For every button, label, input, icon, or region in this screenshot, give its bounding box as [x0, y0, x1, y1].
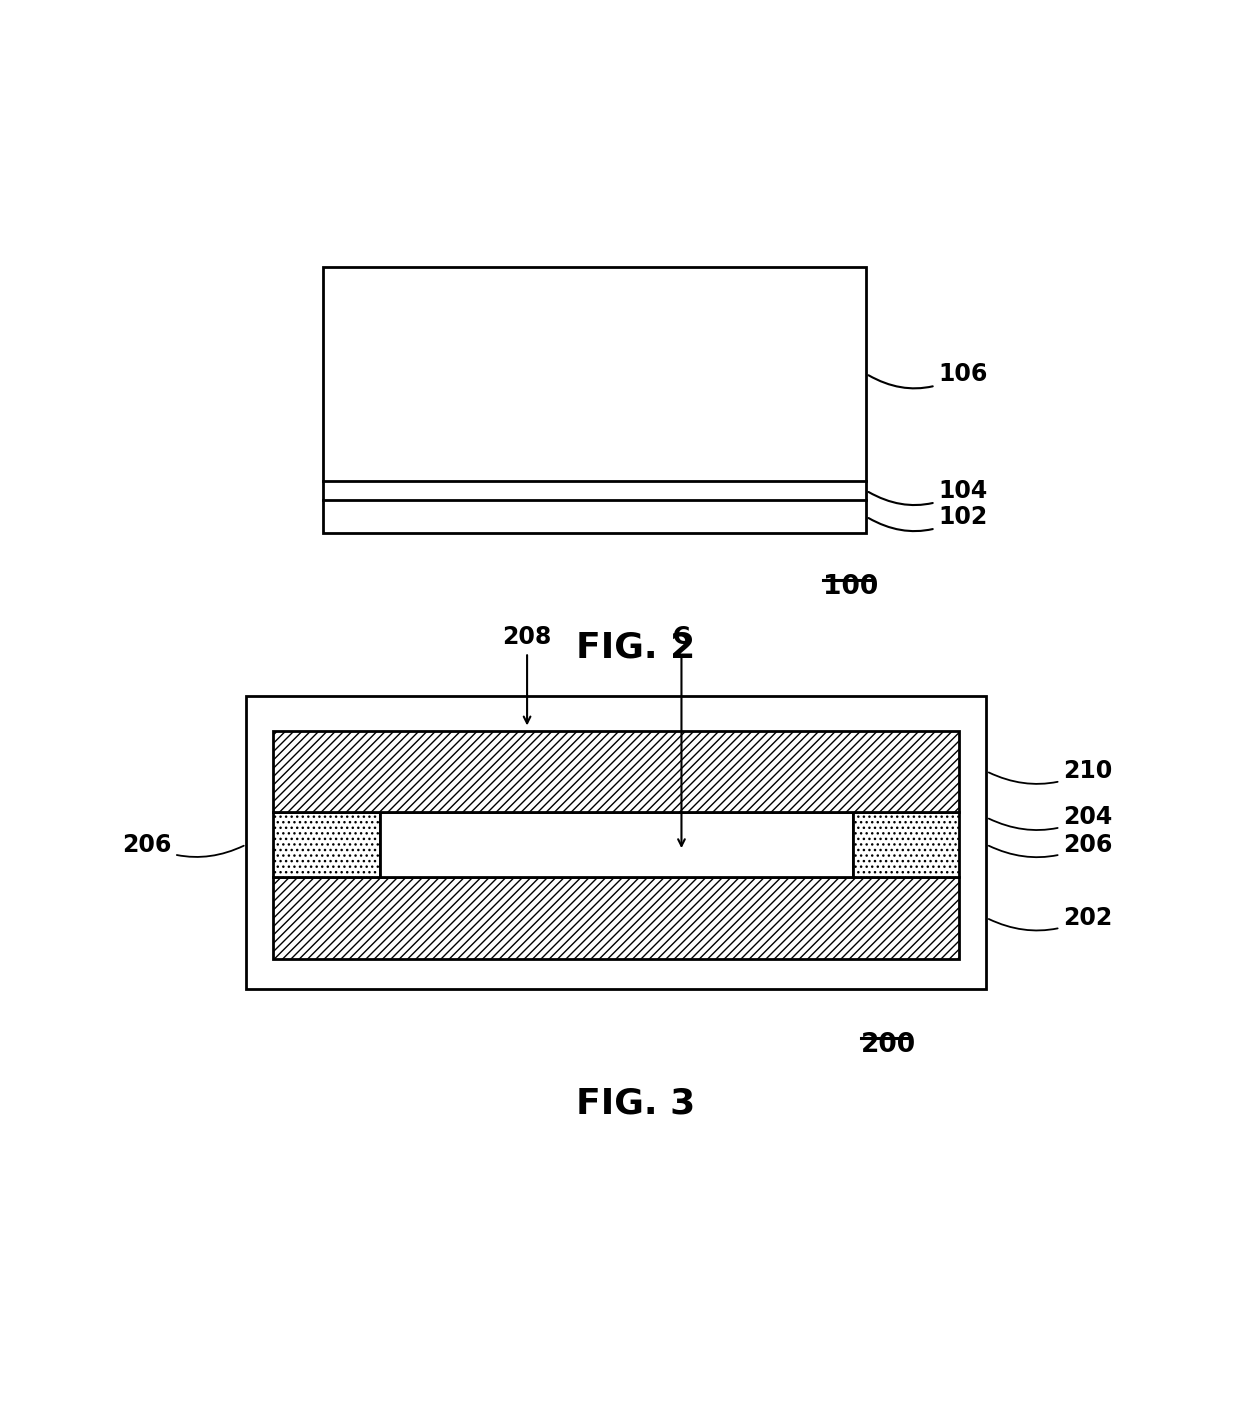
- Text: 102: 102: [868, 505, 987, 532]
- Bar: [379, 812, 853, 877]
- Bar: [324, 266, 866, 533]
- Bar: [247, 695, 986, 988]
- Text: FIG. 3: FIG. 3: [575, 1087, 696, 1121]
- Bar: [853, 812, 960, 877]
- Text: 206: 206: [122, 832, 244, 857]
- Bar: [273, 877, 960, 959]
- Text: C: C: [673, 625, 691, 649]
- Text: 210: 210: [988, 759, 1112, 784]
- Text: FIG. 2: FIG. 2: [575, 630, 696, 664]
- Text: 104: 104: [868, 478, 987, 505]
- Text: 206: 206: [988, 832, 1112, 857]
- Text: 200: 200: [862, 1032, 916, 1059]
- Text: 106: 106: [868, 362, 987, 388]
- Bar: [273, 812, 379, 877]
- Text: 208: 208: [502, 625, 552, 649]
- Bar: [273, 730, 960, 812]
- Text: 202: 202: [988, 905, 1112, 931]
- Text: 100: 100: [823, 574, 878, 601]
- Text: 204: 204: [988, 805, 1112, 830]
